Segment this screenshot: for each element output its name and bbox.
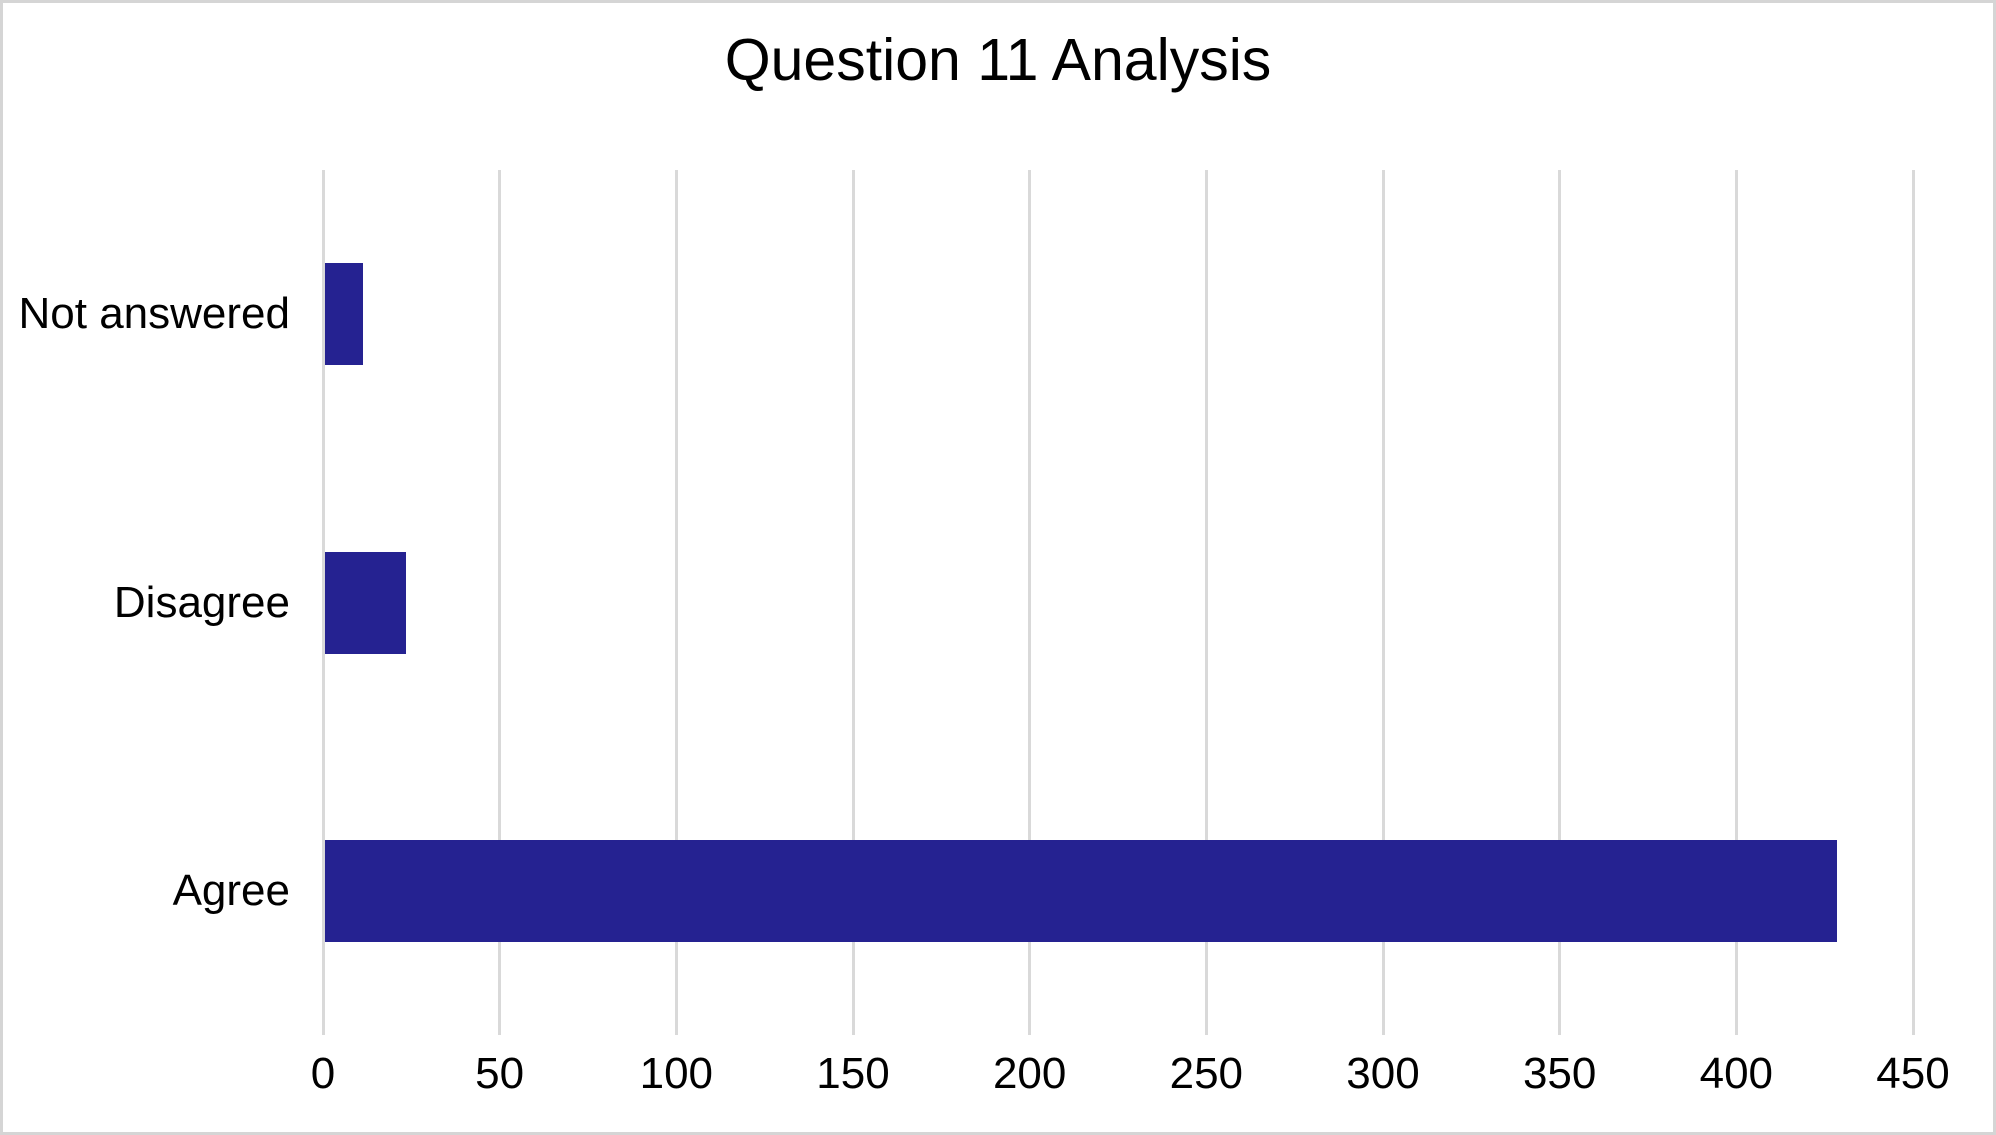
bar-agree <box>324 839 1837 942</box>
plot-area: Not answered Disagree Agree 0 50 100 150 200 250… <box>3 3 1993 1132</box>
y-axis-label-not-answered: Not answered <box>18 289 290 339</box>
x-tick-label-450: 450 <box>1876 1049 1950 1098</box>
gridline-x-450 <box>1911 170 1915 1035</box>
gridline-x-100 <box>674 170 678 1035</box>
gridline-x-250 <box>1204 170 1208 1035</box>
gridline-x-350 <box>1558 170 1562 1035</box>
bar-not-answered <box>324 263 364 366</box>
y-axis-label-agree: Agree <box>172 865 290 915</box>
x-tick-label-300: 300 <box>1346 1049 1420 1098</box>
gridline-x-50 <box>498 170 502 1035</box>
x-tick-label-0: 0 <box>310 1049 336 1098</box>
gridline-x-300 <box>1381 170 1385 1035</box>
x-tick-label-100: 100 <box>639 1049 714 1098</box>
gridline-x-400 <box>1734 170 1738 1035</box>
x-tick-label-50: 50 <box>475 1049 525 1098</box>
x-tick-label-350: 350 <box>1522 1049 1597 1098</box>
bar-disagree <box>324 551 406 654</box>
gridline-x-200 <box>1028 170 1032 1035</box>
y-axis-label-disagree: Disagree <box>113 577 290 627</box>
x-tick-label-250: 250 <box>1169 1049 1244 1098</box>
x-tick-label-150: 150 <box>816 1049 890 1098</box>
chart-title: Question 11 Analysis <box>724 27 1272 93</box>
gridline-x-0 <box>321 170 325 1035</box>
gridline-x-150 <box>851 170 855 1035</box>
x-tick-label-400: 400 <box>1699 1049 1774 1098</box>
x-tick-label-200: 200 <box>992 1049 1067 1098</box>
